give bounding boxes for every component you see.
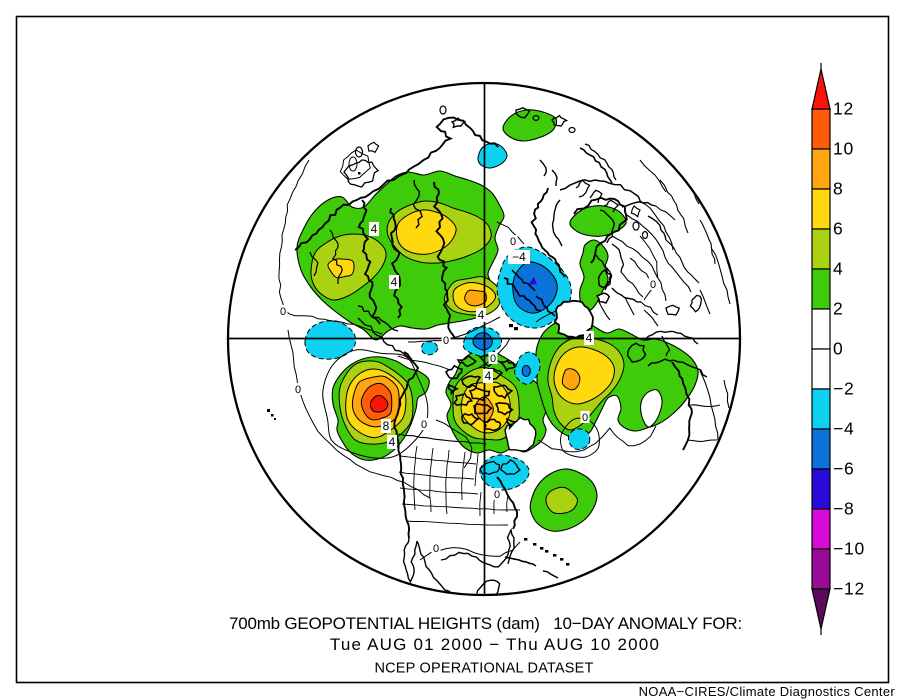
svg-text:4: 4 (586, 331, 593, 345)
svg-text:0: 0 (490, 353, 496, 365)
svg-text:0: 0 (421, 419, 427, 431)
svg-text:−6: −6 (833, 459, 855, 479)
svg-text:0: 0 (443, 335, 449, 347)
svg-text:NOAA−CIRES/Climate Diagnostics: NOAA−CIRES/Climate Diagnostics Center (639, 684, 896, 699)
svg-text:−4: −4 (512, 250, 526, 264)
svg-text:4: 4 (833, 259, 844, 279)
svg-text:Tue AUG 01 2000 − Thu AUG 10 2: Tue AUG 01 2000 − Thu AUG 10 2000 (330, 635, 660, 654)
svg-text:−8: −8 (833, 499, 855, 519)
svg-text:4: 4 (389, 435, 396, 449)
svg-text:0: 0 (582, 412, 588, 424)
svg-text:0: 0 (433, 543, 439, 555)
svg-text:0: 0 (280, 306, 286, 318)
svg-text:4: 4 (485, 369, 492, 383)
svg-text:8: 8 (383, 419, 390, 433)
svg-text:8: 8 (833, 179, 844, 199)
svg-text:700mb GEOPOTENTIAL HEIGHTS (da: 700mb GEOPOTENTIAL HEIGHTS (dam) 10−DAY … (229, 614, 742, 633)
svg-text:0: 0 (295, 384, 301, 396)
svg-text:−12: −12 (833, 579, 865, 599)
svg-text:0: 0 (510, 236, 516, 248)
svg-text:4: 4 (478, 308, 485, 322)
svg-text:2: 2 (833, 299, 844, 319)
svg-text:−10: −10 (833, 539, 865, 559)
svg-text:0: 0 (833, 339, 844, 359)
svg-text:−4: −4 (833, 419, 855, 439)
svg-text:10: 10 (833, 139, 854, 159)
svg-text:12: 12 (833, 99, 854, 119)
svg-text:0: 0 (650, 279, 656, 291)
svg-text:4: 4 (391, 275, 398, 289)
svg-text:4: 4 (371, 222, 378, 236)
svg-text:6: 6 (833, 219, 844, 239)
svg-text:NCEP OPERATIONAL DATASET: NCEP OPERATIONAL DATASET (374, 661, 593, 677)
svg-text:−2: −2 (833, 379, 855, 399)
svg-text:0: 0 (494, 489, 500, 501)
